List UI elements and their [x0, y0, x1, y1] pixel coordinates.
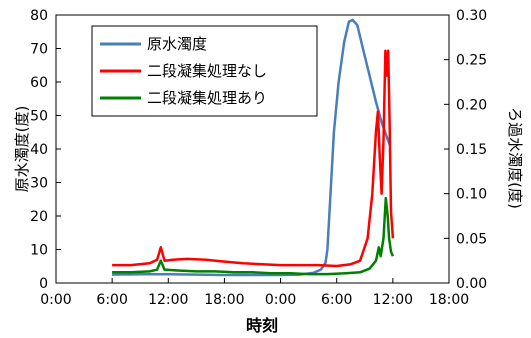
x-tick-label: 12:00	[148, 292, 188, 308]
x-axis-title: 時刻	[246, 316, 278, 335]
right-tick-label: 0.20	[456, 97, 487, 113]
right-axis-title: ろ過水濁度(度)	[506, 107, 524, 209]
left-tick-label: 0	[39, 276, 48, 292]
right-tick-label: 0.10	[456, 187, 487, 203]
series-line-no-two-stage	[112, 49, 395, 268]
right-tick-label: 0.25	[456, 53, 487, 69]
right-axis-ticks: 0.00 0.05 0.10 0.15 0.20 0.25 0.30	[444, 8, 487, 292]
left-tick-label: 20	[30, 209, 48, 225]
left-tick-label: 10	[30, 243, 48, 259]
series-layer	[112, 18, 395, 277]
legend: 原水濁度 二段凝集処理なし 二段凝集処理あり	[91, 25, 318, 117]
left-tick-label: 60	[30, 75, 48, 91]
left-tick-label: 40	[30, 142, 48, 158]
x-tick-label: 12:00	[373, 292, 413, 308]
series-line-two-stage	[112, 196, 395, 276]
x-axis-ticks: 0:00 6:00 12:00 18:00 0:00 6:00 12:00 18:00	[40, 278, 469, 308]
x-tick-label: 18:00	[429, 292, 469, 308]
x-tick-label: 18:00	[204, 292, 244, 308]
right-tick-label: 0.30	[456, 8, 487, 24]
x-tick-label: 0:00	[40, 292, 71, 308]
right-tick-label: 0.00	[456, 276, 487, 292]
left-tick-label: 50	[30, 109, 48, 125]
left-axis-ticks: 0 10 20 30 40 50 60 70 80	[30, 8, 61, 292]
legend-label-two-stage: 二段凝集処理あり	[147, 89, 267, 107]
x-tick-label: 6:00	[321, 292, 352, 308]
left-axis-title: 原水濁度(度)	[13, 106, 31, 193]
x-tick-label: 6:00	[96, 292, 127, 308]
left-tick-label: 80	[30, 8, 48, 24]
left-tick-label: 70	[30, 42, 48, 58]
left-tick-label: 30	[30, 176, 48, 192]
right-tick-label: 0.15	[456, 142, 487, 158]
series-line-raw	[112, 18, 392, 277]
right-tick-label: 0.05	[456, 231, 487, 247]
x-tick-label: 0:00	[265, 292, 296, 308]
legend-label-raw: 原水濁度	[147, 35, 207, 53]
legend-label-no-two-stage: 二段凝集処理なし	[147, 62, 267, 80]
